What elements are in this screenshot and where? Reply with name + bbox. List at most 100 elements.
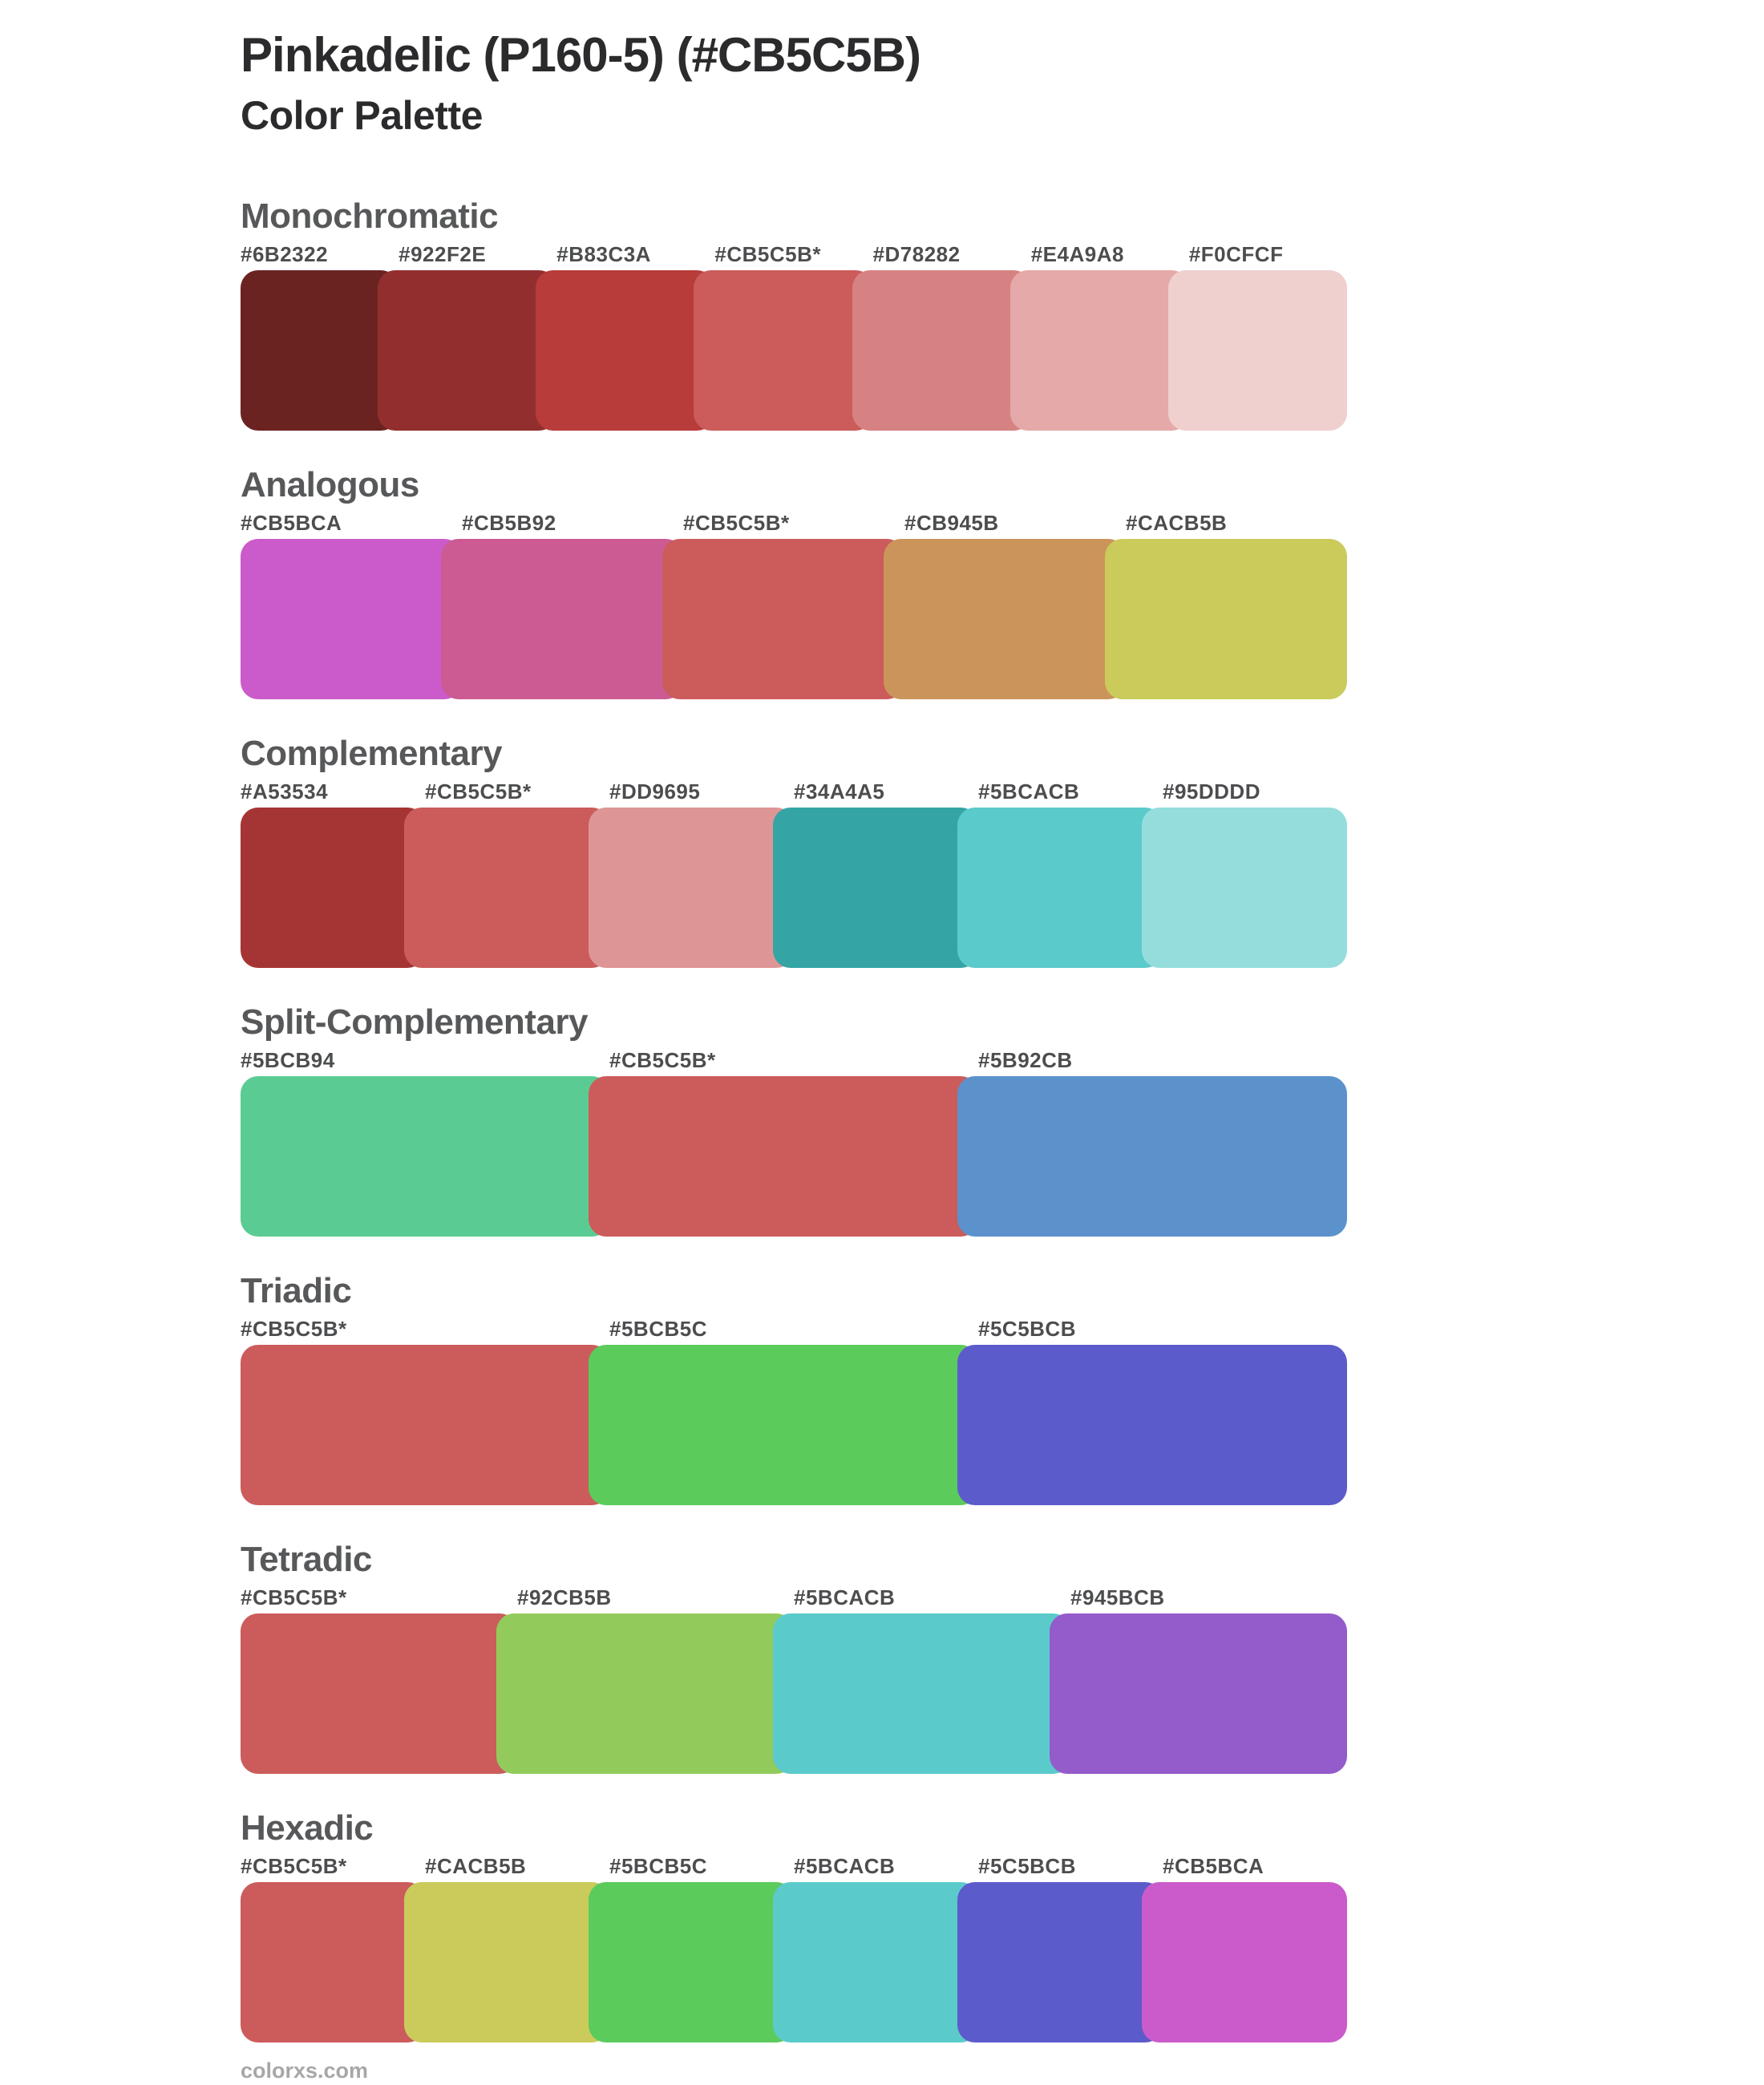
hex-label: #F0CFCF <box>1188 242 1284 266</box>
hex-label: #5BCB5C <box>609 1317 707 1341</box>
color-chip[interactable] <box>662 539 904 699</box>
section-title: Analogous <box>241 465 419 504</box>
color-swatch: #CB5C5B* <box>589 1042 978 1237</box>
color-swatch: #5BCACB <box>773 1579 1070 1774</box>
color-chip[interactable] <box>1167 270 1347 431</box>
color-chip[interactable] <box>378 270 557 431</box>
color-chip[interactable] <box>1105 539 1347 699</box>
color-swatch: #92CB5B <box>496 1579 794 1774</box>
color-chip[interactable] <box>1009 270 1189 431</box>
color-chip[interactable] <box>241 808 425 968</box>
page-title: Pinkadelic (P160-5) (#CB5C5B) <box>241 28 921 82</box>
hex-label: #CB5C5B* <box>241 1585 347 1609</box>
color-chip[interactable] <box>773 1613 1070 1774</box>
color-swatch: #34A4A5 <box>773 773 978 968</box>
color-swatch: #B83C3A <box>536 236 715 431</box>
color-chip[interactable] <box>241 1345 609 1505</box>
hex-label: #5BCACB <box>794 1585 896 1609</box>
color-swatch: #F0CFCF <box>1167 236 1347 431</box>
color-chip[interactable] <box>1050 1613 1347 1774</box>
hex-label: #5BCB5C <box>609 1854 707 1878</box>
color-chip[interactable] <box>589 1345 978 1505</box>
color-chip[interactable] <box>241 539 462 699</box>
color-swatch: #95DDDD <box>1142 773 1347 968</box>
hex-label: #CB5C5B* <box>241 1317 347 1341</box>
swatch-row: #6B2322 #922F2E #B83C3A #CB5C5B* #D78282… <box>241 236 1347 431</box>
hex-label: #5C5BCB <box>978 1317 1076 1341</box>
color-swatch: #CB5C5B* <box>404 773 609 968</box>
section-title: Tetradic <box>241 1540 372 1579</box>
color-chip[interactable] <box>404 808 609 968</box>
color-swatch: #5BCB94 <box>241 1042 609 1237</box>
hex-label: #92CB5B <box>517 1585 612 1609</box>
swatch-row: #5BCB94 #CB5C5B* #5B92CB <box>241 1042 1347 1237</box>
color-swatch: #CB5C5B* <box>662 504 904 699</box>
color-swatch: #CB945B <box>884 504 1126 699</box>
section-title: Triadic <box>241 1271 352 1310</box>
color-swatch: #5BCACB <box>773 1848 978 2042</box>
hex-label: #5BCACB <box>978 779 1080 804</box>
palette-section: Tetradic #CB5C5B* #92CB5B #5BCACB #945BC… <box>241 1540 1347 1774</box>
color-chip[interactable] <box>852 270 1031 431</box>
section-title: Monochromatic <box>241 196 499 236</box>
palette-section: Monochromatic #6B2322 #922F2E #B83C3A #C… <box>241 197 1347 431</box>
swatch-row: #A53534 #CB5C5B* #DD9695 #34A4A5 #5BCACB… <box>241 773 1347 968</box>
color-chip[interactable] <box>957 808 1163 968</box>
color-chip[interactable] <box>957 1345 1347 1505</box>
color-swatch: #CB5C5B* <box>241 1310 609 1505</box>
hex-label: #DD9695 <box>609 779 701 804</box>
hex-label: #E4A9A8 <box>1030 242 1124 266</box>
color-chip[interactable] <box>884 539 1126 699</box>
color-chip[interactable] <box>536 270 715 431</box>
color-swatch: #CACB5B <box>1105 504 1347 699</box>
swatch-row: #CB5C5B* #CACB5B #5BCB5C #5BCACB #5C5BCB… <box>241 1848 1347 2042</box>
color-chip[interactable] <box>957 1882 1163 2042</box>
hex-label: #CACB5B <box>1126 511 1228 535</box>
color-chip[interactable] <box>589 808 794 968</box>
color-chip[interactable] <box>241 1882 425 2042</box>
hex-label: #6B2322 <box>241 242 329 266</box>
section-title: Split-Complementary <box>241 1002 589 1042</box>
color-chip[interactable] <box>241 270 399 431</box>
color-swatch: #CB5BCA <box>241 504 462 699</box>
color-swatch: #945BCB <box>1050 1579 1347 1774</box>
palette-section: Triadic #CB5C5B* #5BCB5C #5C5BCB <box>241 1272 1347 1505</box>
color-chip[interactable] <box>241 1613 517 1774</box>
palette-sections: Monochromatic #6B2322 #922F2E #B83C3A #C… <box>241 197 1347 2042</box>
palette-section: Analogous #CB5BCA #CB5B92 #CB5C5B* #CB94… <box>241 466 1347 699</box>
color-chip[interactable] <box>589 1882 794 2042</box>
color-chip[interactable] <box>589 1076 978 1237</box>
swatch-row: #CB5C5B* #5BCB5C #5C5BCB <box>241 1310 1347 1505</box>
color-chip[interactable] <box>1142 1882 1347 2042</box>
hex-label: #CB5C5B* <box>714 242 822 266</box>
hex-label: #CB945B <box>904 511 999 535</box>
swatch-row: #CB5BCA #CB5B92 #CB5C5B* #CB945B #CACB5B <box>241 504 1347 699</box>
hex-label: #CB5C5B* <box>609 1048 716 1072</box>
section-title: Complementary <box>241 734 503 773</box>
color-chip[interactable] <box>694 270 873 431</box>
color-chip[interactable] <box>441 539 683 699</box>
color-chip[interactable] <box>1142 808 1347 968</box>
color-chip[interactable] <box>957 1076 1347 1237</box>
color-chip[interactable] <box>404 1882 609 2042</box>
color-swatch: #CACB5B <box>404 1848 609 2042</box>
palette-section: Split-Complementary #5BCB94 #CB5C5B* #5B… <box>241 1003 1347 1237</box>
color-chip[interactable] <box>773 808 978 968</box>
color-chip[interactable] <box>773 1882 978 2042</box>
color-chip[interactable] <box>241 1076 609 1237</box>
page-header: Pinkadelic (P160-5) (#CB5C5B) Color Pale… <box>241 0 1347 139</box>
color-swatch: #D78282 <box>852 236 1031 431</box>
palette-section: Hexadic #CB5C5B* #CACB5B #5BCB5C #5BCACB… <box>241 1809 1347 2042</box>
hex-label: #5BCACB <box>794 1854 896 1878</box>
hex-label: #CB5B92 <box>462 511 556 535</box>
hex-label: #CACB5B <box>425 1854 527 1878</box>
hex-label: #945BCB <box>1070 1585 1165 1609</box>
color-swatch: #CB5C5B* <box>694 236 873 431</box>
color-chip[interactable] <box>496 1613 794 1774</box>
hex-label: #5C5BCB <box>978 1854 1076 1878</box>
color-swatch: #CB5B92 <box>441 504 683 699</box>
color-swatch: #5BCACB <box>957 773 1163 968</box>
palette-section: Complementary #A53534 #CB5C5B* #DD9695 #… <box>241 735 1347 968</box>
hex-label: #5B92CB <box>978 1048 1073 1072</box>
